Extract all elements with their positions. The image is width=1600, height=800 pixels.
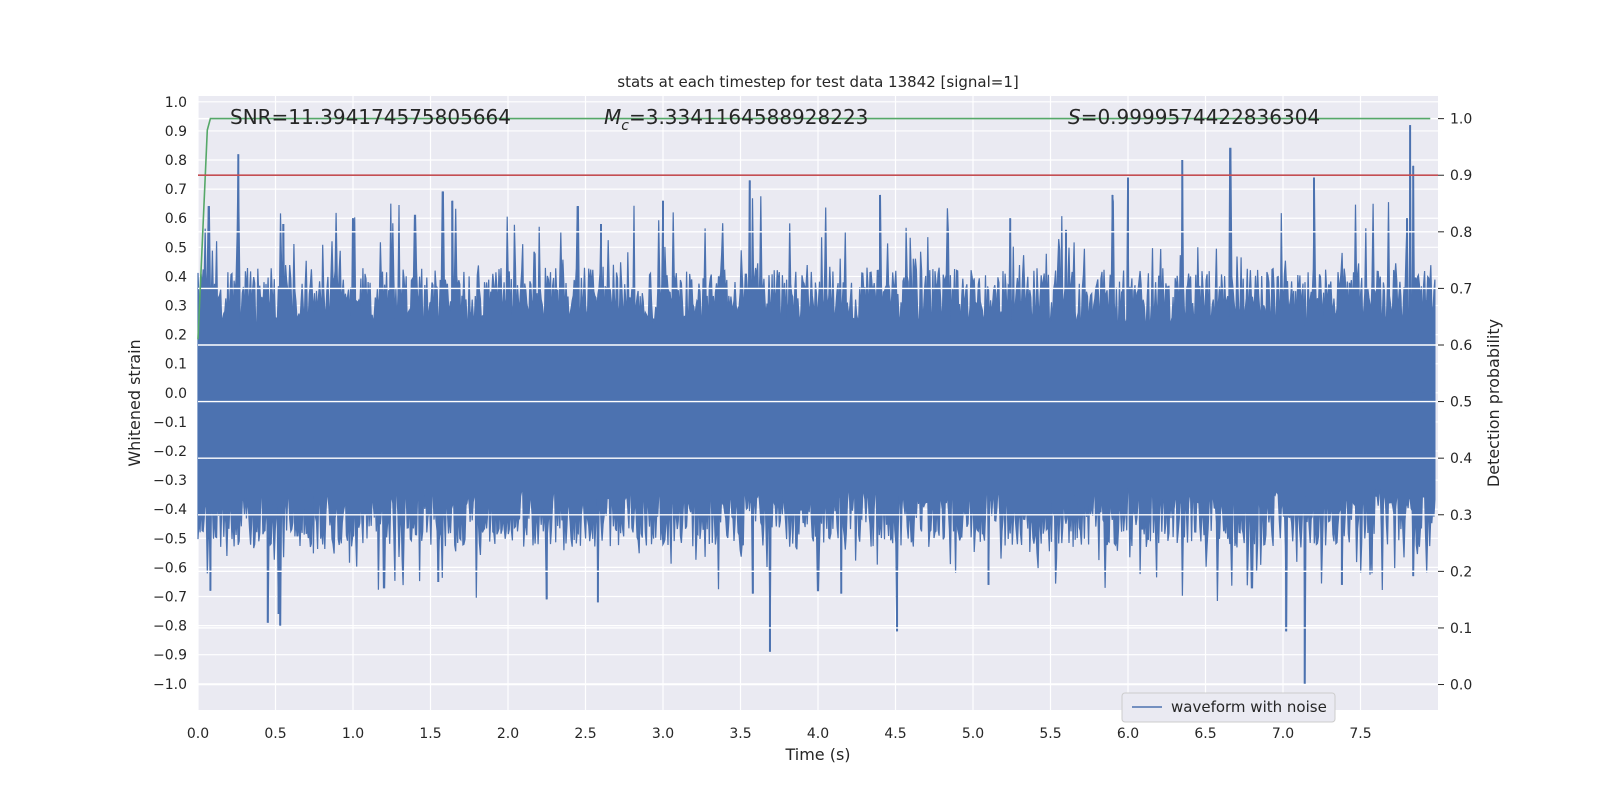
x-tick-label: 5.0 xyxy=(962,726,984,742)
legend-label-waveform: waveform with noise xyxy=(1171,698,1327,716)
x-tick-label: 1.0 xyxy=(342,726,364,742)
probability-value: =0.9999574422836304 xyxy=(1081,105,1320,129)
y-tick-label: −0.1 xyxy=(153,415,187,431)
x-tick-label: 1.5 xyxy=(419,726,441,742)
y2-tick-label: 0.4 xyxy=(1450,451,1472,467)
y-tick-label: −0.2 xyxy=(153,444,187,460)
x-tick-label: 6.5 xyxy=(1194,726,1216,742)
x-tick-label: 4.0 xyxy=(807,726,829,742)
x-tick-label: 2.5 xyxy=(574,726,596,742)
y2-tick-label: 0.1 xyxy=(1450,621,1472,637)
y-tick-label: −1.0 xyxy=(153,677,187,693)
y2-tick-label: 0.0 xyxy=(1450,678,1472,694)
y-tick-label: 0.3 xyxy=(165,299,187,315)
y-tick-label: 0.1 xyxy=(165,357,187,373)
chart-title: stats at each timestep for test data 138… xyxy=(617,73,1018,91)
y-tick-label: −0.9 xyxy=(153,648,187,664)
y-tick-label: −0.8 xyxy=(153,619,187,635)
y-tick-label: −0.7 xyxy=(153,590,187,606)
probability-symbol: S xyxy=(1068,105,1081,129)
y-tick-label: 0.7 xyxy=(165,182,187,198)
y2-tick-label: 0.3 xyxy=(1450,508,1472,524)
y-tick-label: −0.3 xyxy=(153,473,187,489)
chirp-mass-value: =3.3341164588928223 xyxy=(629,105,868,129)
y-tick-label: 0.6 xyxy=(165,211,187,227)
x-tick-label: 5.5 xyxy=(1039,726,1061,742)
y-tick-label: −0.4 xyxy=(153,502,187,518)
x-tick-label: 7.0 xyxy=(1272,726,1294,742)
chirp-mass-annotation: Mc=3.3341164588928223 xyxy=(604,105,868,134)
y-axis-label: Whitened strain xyxy=(125,339,144,466)
y2-tick-label: 0.2 xyxy=(1450,564,1472,580)
y2-tick-label: 1.0 xyxy=(1450,112,1472,128)
y-tick-label: 0.9 xyxy=(165,124,187,140)
y-tick-label: 0.0 xyxy=(165,386,187,402)
snr-annotation: SNR=11.394174575805664 xyxy=(230,105,511,129)
y-tick-label: 0.4 xyxy=(165,269,187,285)
y-tick-label: −0.5 xyxy=(153,531,187,547)
x-tick-label: 7.5 xyxy=(1349,726,1371,742)
x-tick-label: 2.0 xyxy=(497,726,519,742)
y-tick-label: 0.8 xyxy=(165,153,187,169)
x-tick-label: 0.0 xyxy=(187,726,209,742)
x-axis-label: Time (s) xyxy=(784,745,850,764)
y-tick-label: 0.2 xyxy=(165,328,187,344)
y2-tick-label: 0.8 xyxy=(1450,225,1472,241)
x-tick-label: 6.0 xyxy=(1117,726,1139,742)
y-tick-label: 1.0 xyxy=(165,95,187,111)
chirp-mass-subscript: c xyxy=(621,118,629,134)
waveform-series xyxy=(197,125,1436,684)
y2-tick-label: 0.6 xyxy=(1450,338,1472,354)
y-tick-label: 0.5 xyxy=(165,240,187,256)
x-tick-label: 3.5 xyxy=(729,726,751,742)
y2-tick-label: 0.9 xyxy=(1450,168,1472,184)
x-tick-label: 0.5 xyxy=(264,726,286,742)
y-tick-label: −0.6 xyxy=(153,560,187,576)
y2-tick-label: 0.5 xyxy=(1450,395,1472,411)
y2-axis-ticks: 1.0 0.9 0.8 0.7 0.6 0.5 0.4 0.3 0.2 0.1 0.0 xyxy=(1438,112,1472,694)
y2-axis-label: Detection probability xyxy=(1484,319,1503,487)
x-axis-ticks: 0.0 0.5 1.0 1.5 2.0 2.5 3.0 3.5 4.0 4.5 5.0 5.5 6.0 6… xyxy=(187,726,1372,742)
y-axis-ticks: 1.0 0.9 0.8 0.7 0.6 0.5 0.4 0.3 0.2 0.1 0.0 −0.1 −0.… xyxy=(153,95,187,693)
probability-series xyxy=(197,117,1438,340)
legend: waveform with noise xyxy=(1121,692,1336,723)
x-tick-label: 4.5 xyxy=(884,726,906,742)
legend-box xyxy=(1121,692,1336,723)
chirp-mass-symbol: M xyxy=(604,105,621,129)
x-tick-label: 3.0 xyxy=(652,726,674,742)
y2-tick-label: 0.7 xyxy=(1450,281,1472,297)
detection-probability-line xyxy=(197,117,1431,340)
probability-annotation: S=0.9999574422836304 xyxy=(1068,105,1320,129)
